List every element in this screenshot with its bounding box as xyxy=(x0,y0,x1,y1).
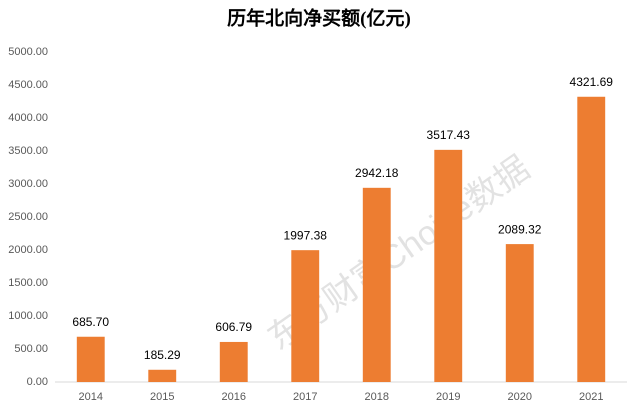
x-tick-label: 2021 xyxy=(579,391,603,403)
x-tick-label: 2016 xyxy=(222,391,246,403)
value-label: 606.79 xyxy=(215,320,252,334)
value-label: 4321.69 xyxy=(570,75,614,89)
bar xyxy=(148,369,177,382)
x-tick-label: 2018 xyxy=(365,391,389,403)
value-label: 3517.43 xyxy=(427,128,471,142)
bar xyxy=(76,336,105,382)
value-label: 1997.38 xyxy=(284,228,328,242)
value-label: 2089.32 xyxy=(498,222,542,236)
y-tick-label: 500.00 xyxy=(14,343,48,355)
x-tick-label: 2017 xyxy=(293,391,317,403)
y-tick-label: 3000.00 xyxy=(8,178,48,190)
bar xyxy=(434,149,463,382)
y-tick-label: 4500.00 xyxy=(8,79,48,91)
value-label: 685.70 xyxy=(72,315,109,329)
y-tick-label: 4000.00 xyxy=(8,112,48,124)
bar xyxy=(577,96,606,382)
y-tick-label: 1000.00 xyxy=(8,310,48,322)
y-tick-label: 2000.00 xyxy=(8,244,48,256)
y-tick-label: 5000.00 xyxy=(8,46,48,58)
chart-title: 历年北向净买额(亿元) xyxy=(227,6,411,29)
x-tick-label: 2015 xyxy=(150,391,174,403)
bar xyxy=(505,244,534,382)
value-label: 185.29 xyxy=(144,348,181,362)
bar xyxy=(291,250,320,382)
bar xyxy=(362,187,391,382)
y-tick-label: 1500.00 xyxy=(8,277,48,289)
x-tick-label: 2014 xyxy=(79,391,103,403)
bar xyxy=(219,341,248,382)
y-tick-label: 0.00 xyxy=(27,376,48,388)
x-tick-label: 2019 xyxy=(436,391,460,403)
y-tick-label: 2500.00 xyxy=(8,211,48,223)
x-tick-label: 2020 xyxy=(508,391,532,403)
y-tick-label: 3500.00 xyxy=(8,145,48,157)
value-label: 2942.18 xyxy=(355,166,399,180)
